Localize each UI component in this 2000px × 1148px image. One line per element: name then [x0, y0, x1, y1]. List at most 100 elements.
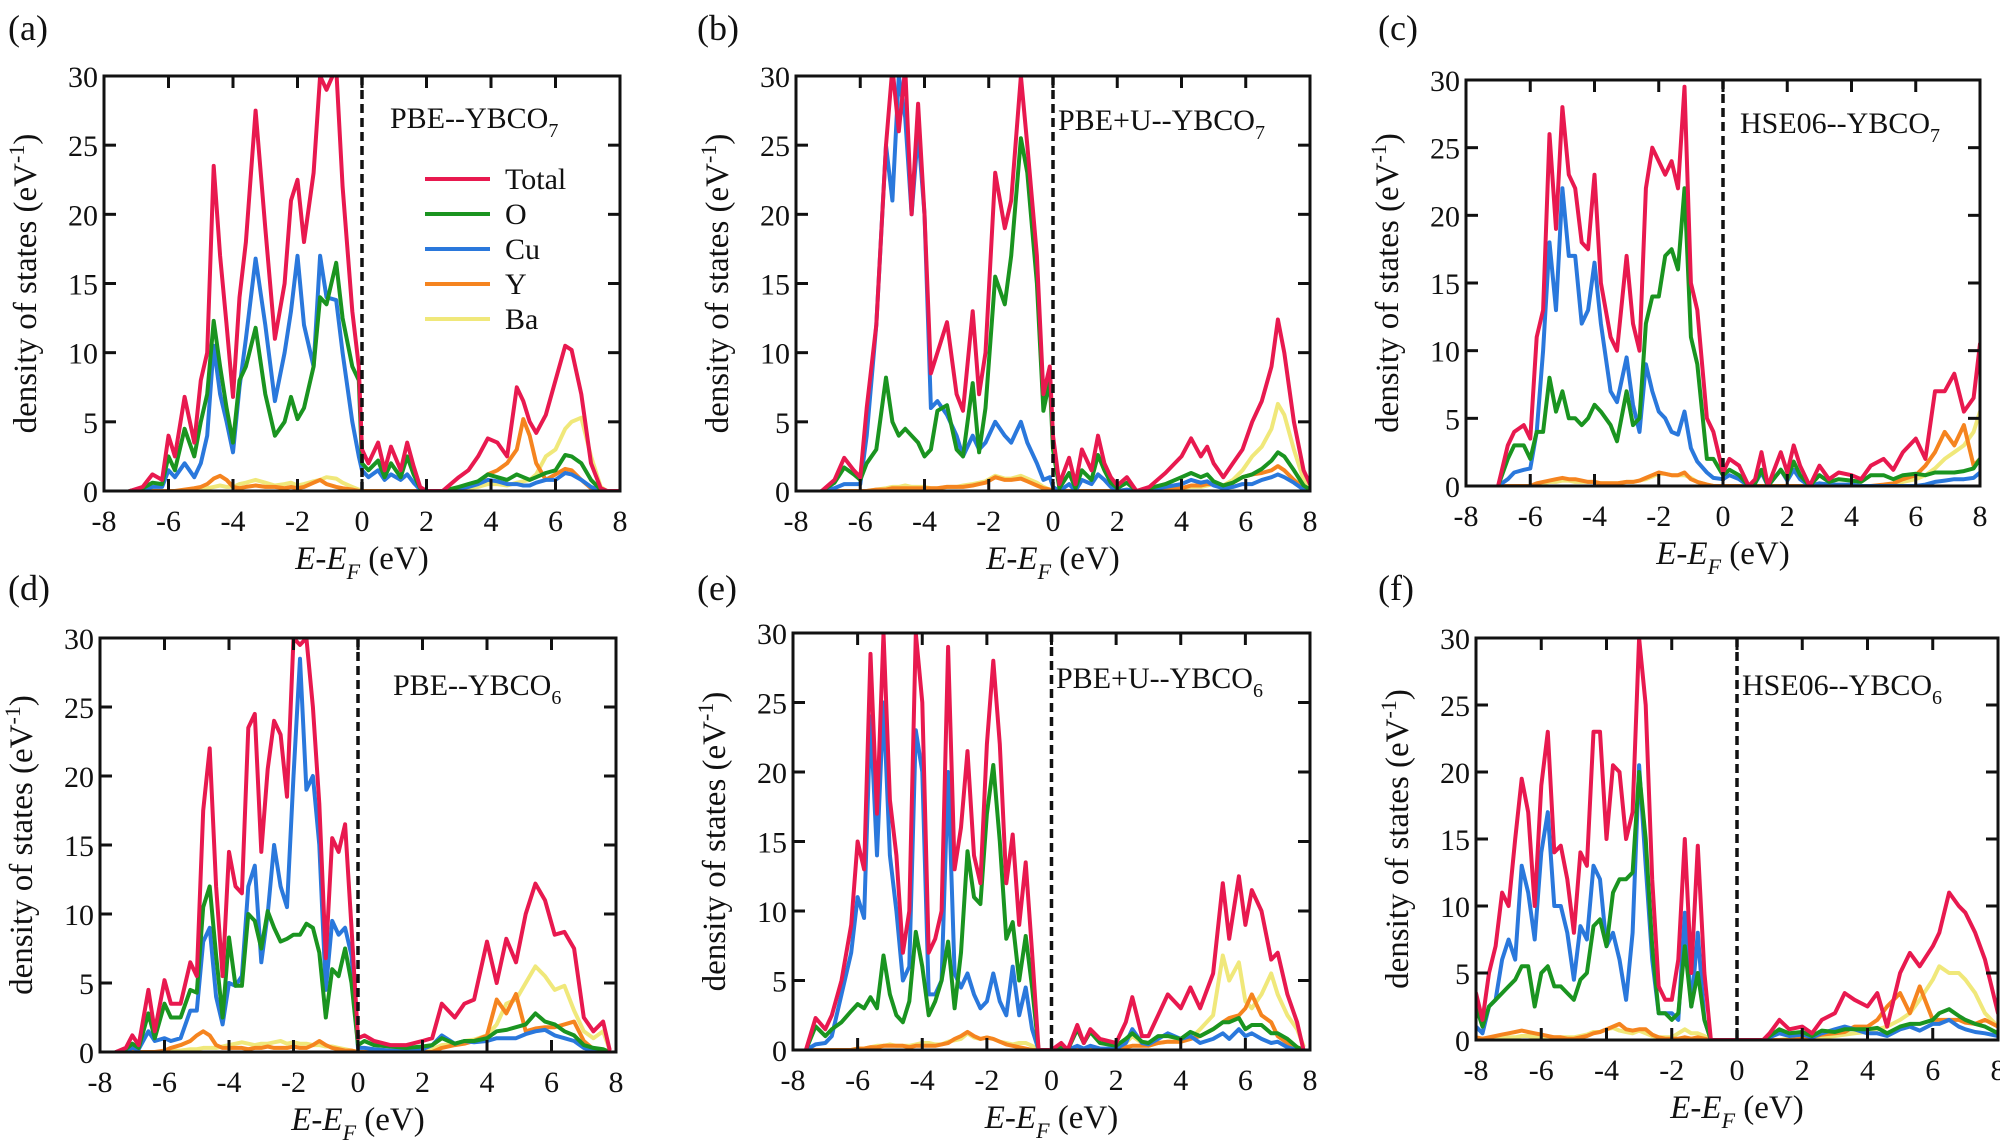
- y-tick-label: 5: [1445, 403, 1460, 436]
- x-tick-label: 2: [1110, 505, 1125, 538]
- series-group: [803, 633, 1306, 1050]
- panel-label: (d): [8, 568, 50, 608]
- x-tick-label: 8: [1303, 1064, 1318, 1097]
- series-line-total: [803, 633, 1306, 1050]
- y-tick-label: 15: [68, 269, 98, 302]
- y-tick-label: 0: [79, 1037, 94, 1070]
- series-line-total: [1476, 638, 1998, 1040]
- y-tick-label: 25: [1440, 690, 1470, 723]
- series-line-o: [803, 763, 1306, 1050]
- y-tick-label: 30: [760, 61, 790, 94]
- x-tick-label: 2: [1780, 500, 1795, 533]
- series-line-y: [127, 417, 620, 491]
- series-group: [127, 76, 620, 491]
- x-tick-label: 4: [1844, 500, 1859, 533]
- x-tick-label: 2: [1109, 1064, 1124, 1097]
- y-tick-label: 0: [1445, 471, 1460, 504]
- y-tick-label: 5: [775, 407, 790, 440]
- y-tick-label: 5: [772, 966, 787, 999]
- x-tick-label: 8: [1303, 505, 1318, 538]
- x-tick-label: -6: [156, 505, 181, 538]
- y-tick-label: 15: [64, 830, 94, 863]
- panel-b: (b) -8 -6 -4 -2 0 2 4 6 8 0 5 10 15 20 25 30 E-EF (eV) den…: [696, 8, 1318, 584]
- series-group: [1496, 84, 1980, 486]
- y-tick-label: 25: [1430, 133, 1460, 166]
- y-tick-label: 20: [760, 199, 790, 232]
- panel-d: (d) -8 -6 -4 -2 0 2 4 6 8 0 5 10 15 20 25 30 E-EF (eV) den…: [0, 568, 624, 1145]
- series-line-o: [114, 884, 612, 1052]
- y-axis-title: density of states (eV-1): [693, 692, 733, 992]
- x-tick-label: -2: [281, 1066, 306, 1099]
- x-tick-label: 0: [1716, 500, 1731, 533]
- y-tick-label: 30: [1440, 623, 1470, 656]
- y-axis-title: density of states (eV-1): [1376, 689, 1416, 989]
- y-tick-label: 30: [1430, 65, 1460, 98]
- x-axis-title: E-EF (eV): [290, 1102, 424, 1145]
- y-tick-label: 20: [1430, 200, 1460, 233]
- y-tick-label: 30: [64, 623, 94, 656]
- x-tick-label: 8: [609, 1066, 624, 1099]
- series-line-cu: [803, 700, 1306, 1050]
- panel-f: (f) -8 -6 -4 -2 0 2 4 6 8 0 5 10 15 20 25 30 E-EF (eV) den…: [1376, 568, 2000, 1133]
- y-tick-label: 20: [64, 761, 94, 794]
- y-axis-title: density of states (eV-1): [1366, 133, 1406, 433]
- x-tick-label: -4: [912, 505, 937, 538]
- y-axis-title: density of states (eV-1): [696, 134, 736, 434]
- x-axis-title: E-EF (eV): [985, 541, 1119, 584]
- panel-a: (a) -8 -6 -4 -2 0 2 4 6 8 0 5 10 15 20 25 30 E-EF (eV) den…: [4, 8, 628, 584]
- series-line-cu: [1496, 186, 1980, 486]
- panel-label: (c): [1378, 8, 1418, 48]
- method-annotation: PBE+U--YBCO7: [1058, 104, 1265, 144]
- y-tick-label: 10: [64, 899, 94, 932]
- x-tick-label: -4: [910, 1064, 935, 1097]
- x-tick-label: 6: [1238, 505, 1253, 538]
- x-tick-label: 6: [1238, 1064, 1253, 1097]
- y-tick-label: 30: [757, 618, 787, 651]
- y-tick-label: 25: [68, 130, 98, 163]
- y-tick-label: 20: [757, 757, 787, 790]
- panel-label: (f): [1378, 568, 1414, 608]
- panel-e: (e) -8 -6 -4 -2 0 2 4 6 8 0 5 10 15 20 25 30 E-EF (eV) den…: [693, 568, 1318, 1143]
- y-tick-label: 15: [1430, 268, 1460, 301]
- x-axis-title: E-EF (eV): [984, 1100, 1118, 1143]
- y-tick-label: 10: [68, 338, 98, 371]
- x-axis-title: E-EF (eV): [1655, 536, 1789, 579]
- y-tick-label: 20: [1440, 757, 1470, 790]
- x-tick-label: 0: [351, 1066, 366, 1099]
- x-tick-label: 6: [548, 505, 563, 538]
- y-tick-label: 20: [68, 199, 98, 232]
- y-tick-label: 25: [760, 130, 790, 163]
- series-line-o: [819, 136, 1310, 491]
- y-tick-label: 5: [1455, 958, 1470, 991]
- x-tick-label: 4: [1173, 1064, 1188, 1097]
- x-tick-label: -2: [974, 1064, 999, 1097]
- x-tick-label: -8: [1464, 1054, 1489, 1087]
- legend-label-o: O: [505, 198, 527, 231]
- y-tick-label: 10: [757, 896, 787, 929]
- x-tick-label: 4: [480, 1066, 495, 1099]
- x-tick-label: 6: [544, 1066, 559, 1099]
- y-tick-label: 15: [1440, 824, 1470, 857]
- x-tick-label: 2: [419, 505, 434, 538]
- y-axis-title: density of states (eV-1): [0, 695, 40, 995]
- x-tick-label: 4: [1174, 505, 1189, 538]
- x-tick-label: -6: [848, 505, 873, 538]
- series-group: [114, 638, 612, 1052]
- y-tick-label: 0: [1455, 1025, 1470, 1058]
- x-tick-label: 4: [484, 505, 499, 538]
- x-tick-label: 4: [1860, 1054, 1875, 1087]
- panel-c: (c) -8 -6 -4 -2 0 2 4 6 8 0 5 10 15 20 25 30 E-EF (eV) den…: [1366, 8, 1988, 579]
- series-line-y: [114, 992, 612, 1052]
- panel-label: (a): [8, 8, 48, 48]
- x-tick-label: 0: [1730, 1054, 1745, 1087]
- y-tick-label: 25: [757, 688, 787, 721]
- x-tick-label: -6: [1529, 1054, 1554, 1087]
- legend-label-cu: Cu: [505, 233, 540, 266]
- panel-label: (e): [697, 568, 737, 608]
- x-tick-label: -8: [92, 505, 117, 538]
- series-line-total: [1496, 84, 1980, 486]
- y-tick-label: 0: [772, 1035, 787, 1068]
- x-tick-label: -4: [1582, 500, 1607, 533]
